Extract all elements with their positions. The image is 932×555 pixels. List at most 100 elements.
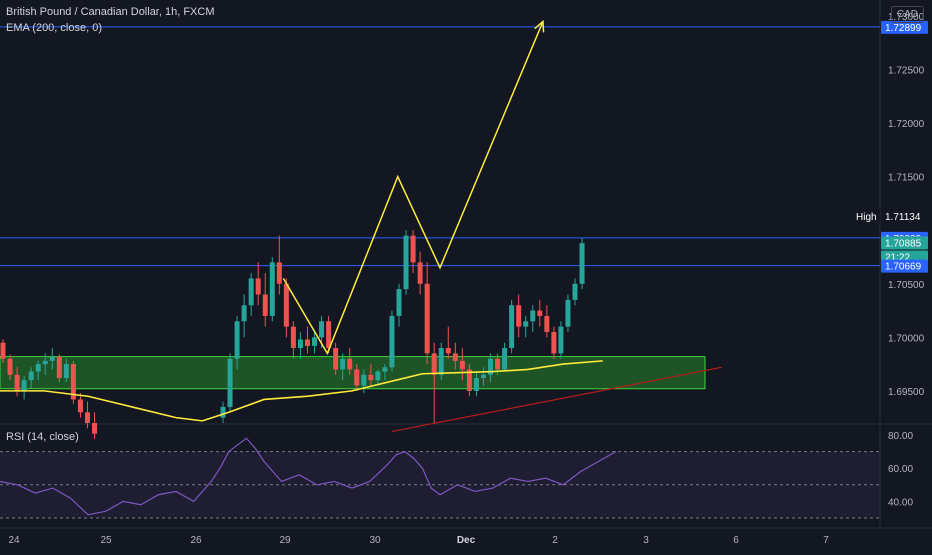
candle-body-22 (276, 262, 282, 284)
price-tick-label-0: 1.73000 (888, 12, 925, 23)
candle-body-16 (234, 321, 240, 359)
candle-body-58 (530, 310, 536, 322)
candle-body-1 (7, 358, 13, 375)
candle-body-54 (502, 348, 508, 370)
candle-body-46 (445, 348, 451, 354)
price-label-name-1: High (856, 212, 877, 223)
candle-body-63 (565, 299, 571, 327)
projection-path-0 (282, 21, 544, 356)
candle-body-64 (572, 283, 578, 300)
candle-body-26 (304, 339, 310, 346)
candle-body-47 (452, 353, 458, 361)
price-tick-label-1: 1.72500 (888, 66, 925, 77)
price-label-bg-5 (881, 259, 928, 273)
candle-body-7 (49, 356, 55, 361)
candle-body-13 (92, 423, 98, 434)
rsi-line (0, 437, 617, 516)
candle-body-29 (326, 321, 332, 349)
candle-body-10 (70, 364, 76, 400)
candle-body-25 (297, 339, 303, 349)
time-tick-label-4: 30 (369, 535, 381, 546)
time-tick-label-9: 7 (823, 535, 829, 546)
candle-body-11 (77, 399, 83, 413)
time-tick-label-3: 29 (279, 535, 291, 546)
candle-body-19 (255, 278, 261, 295)
candle-body-51 (480, 374, 486, 379)
candle-body-33 (354, 369, 360, 386)
candle-body-30 (333, 348, 339, 370)
candle-body-24 (290, 326, 296, 349)
candle-body-42 (417, 262, 423, 284)
candle-body-38 (389, 315, 395, 368)
time-tick-label-2: 26 (190, 535, 202, 546)
candle-body-34 (361, 374, 367, 386)
candle-body-55 (509, 305, 515, 349)
candle-body-65 (579, 243, 585, 284)
candle-body-43 (424, 283, 430, 354)
currency-button[interactable]: CAD (890, 6, 924, 23)
candle-body-28 (319, 321, 325, 338)
price-label-bg-0 (881, 20, 928, 34)
candle-body-4 (28, 371, 34, 381)
candle-body-27 (312, 337, 318, 346)
candle-body-9 (63, 364, 69, 379)
candle-body-57 (523, 321, 529, 327)
candle-body-32 (347, 358, 353, 370)
candle-body-17 (241, 305, 247, 322)
price-tick-label-6: 1.69500 (888, 387, 925, 398)
candle-body-44 (431, 353, 437, 375)
price-label-3: 1.70885 (885, 239, 922, 250)
rsi-tick-label-1: 60.00 (888, 464, 913, 475)
candle-body-31 (340, 358, 346, 370)
price-label-4: 21:22 (885, 252, 910, 263)
price-tick-label-3: 1.71500 (888, 173, 925, 184)
candle-body-20 (262, 294, 268, 316)
candle-body-39 (396, 289, 402, 316)
candle-body-37 (382, 367, 388, 372)
time-tick-label-1: 25 (100, 535, 112, 546)
candle-body-6 (42, 360, 48, 365)
ema-indicator-label: EMA (200, close, 0) (6, 22, 102, 34)
time-tick-label-8: 6 (733, 535, 739, 546)
candle-body-60 (544, 315, 550, 332)
candles-group (0, 230, 585, 440)
rsi-indicator-label: RSI (14, close) (6, 431, 79, 443)
candle-body-21 (269, 262, 275, 316)
candle-body-36 (375, 371, 381, 381)
candle-body-48 (459, 360, 465, 370)
price-tick-label-5: 1.70000 (888, 333, 925, 344)
candle-body-59 (537, 310, 543, 316)
ema-200-line (0, 360, 603, 422)
candle-body-40 (403, 235, 409, 290)
candle-body-14 (220, 406, 226, 418)
time-tick-label-0: 24 (8, 535, 20, 546)
candle-body-2 (14, 374, 20, 391)
price-label-bg-1 (881, 209, 928, 223)
candle-body-0 (0, 342, 6, 359)
price-tick-label-2: 1.72000 (888, 119, 925, 130)
projection-arrowhead-0 (534, 19, 545, 33)
rsi-tick-label-0: 80.00 (888, 431, 913, 442)
candle-body-53 (495, 358, 501, 370)
price-label-bg-3 (881, 236, 928, 250)
candle-body-5 (35, 364, 41, 372)
candle-body-49 (466, 369, 472, 391)
candle-body-3 (21, 380, 27, 391)
candle-body-35 (368, 374, 374, 381)
candle-body-45 (438, 348, 444, 375)
candle-body-12 (84, 412, 90, 423)
candle-body-23 (283, 283, 289, 327)
price-label-5: 1.70669 (885, 262, 922, 273)
symbol-title: British Pound / Canadian Dollar, 1h, FXC… (6, 6, 215, 18)
time-tick-label-5: Dec (457, 535, 476, 546)
time-tick-label-7: 3 (643, 535, 649, 546)
price-label-0: 1.72899 (885, 23, 922, 34)
candle-body-61 (551, 331, 557, 354)
candle-body-18 (248, 278, 254, 306)
candle-body-62 (558, 326, 564, 354)
candle-body-56 (516, 305, 522, 327)
candle-body-50 (473, 378, 479, 391)
